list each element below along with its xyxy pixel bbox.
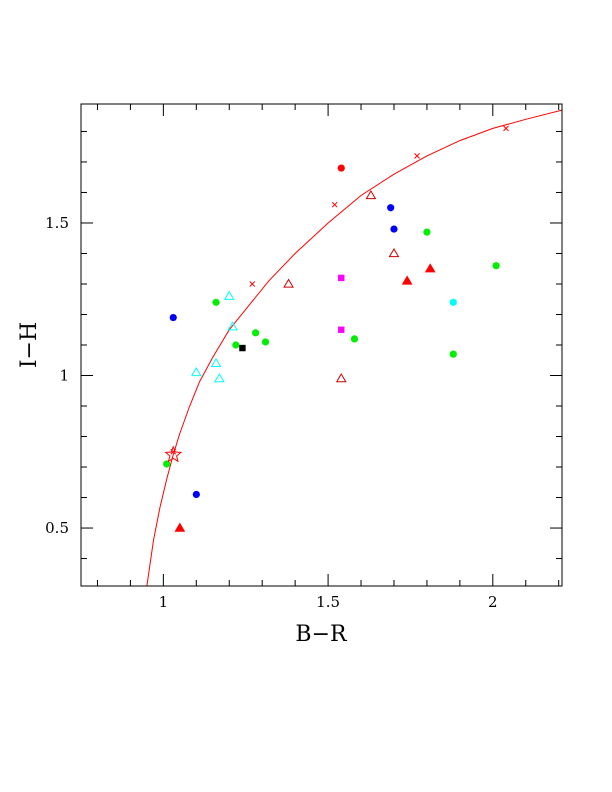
x-axis-label: B−R: [295, 622, 348, 647]
curve-cross-marker: [331, 201, 338, 208]
data-point-circle: [163, 460, 171, 468]
data-point-circle: [350, 335, 359, 343]
axis-ticks: 1 1.5 2 0.5 1 1.5: [45, 104, 562, 611]
data-point-circle: [169, 313, 177, 322]
data-point-circle: [449, 298, 457, 306]
data-point-square: [239, 344, 246, 352]
data-point-triangle-open: [213, 373, 225, 383]
data-point-circle: [337, 164, 345, 172]
x-tick-label: 1.5: [316, 593, 340, 611]
data-point-circle: [387, 204, 395, 212]
y-axis-label: I−H: [17, 322, 42, 368]
data-point-triangle-open: [283, 278, 294, 288]
curve-cross-marker: [249, 281, 256, 287]
curve-cross-marker: [414, 153, 420, 159]
data-point-triangle-open: [223, 290, 235, 300]
data-point-circle: [192, 490, 200, 499]
y-tick-label: 1.5: [45, 214, 69, 232]
plot-area: [146, 109, 562, 586]
data-point-circle: [252, 329, 260, 337]
y-tick-label: 0.5: [45, 519, 69, 537]
data-point-square: [338, 326, 345, 333]
x-tick-label: 1: [159, 593, 169, 611]
data-point-circle: [492, 262, 500, 270]
data-point-circle: [449, 350, 457, 358]
data-point-triangle-open: [388, 247, 400, 258]
data-point-circle: [423, 228, 431, 236]
data-point-triangle-open: [210, 357, 222, 367]
plot-frame: [80, 103, 563, 587]
data-point-square: [338, 274, 345, 282]
curve-cross-marker: [503, 125, 509, 132]
y-tick-label: 1: [59, 367, 69, 385]
x-tick-label: 2: [488, 593, 498, 611]
data-point-circle: [261, 338, 270, 346]
data-point-star: [164, 445, 183, 463]
data-point-triangle-open: [365, 190, 377, 200]
data-point-triangle-filled: [424, 263, 436, 273]
data-point-triangle-open: [227, 321, 238, 331]
fit-curve: [146, 109, 562, 586]
data-point-circle: [390, 225, 398, 233]
data-point-triangle-open: [335, 373, 347, 383]
data-point-triangle-filled: [174, 522, 186, 532]
data-point-triangle-filled: [401, 275, 413, 285]
data-point-triangle-open: [190, 366, 202, 377]
data-point-circle: [232, 341, 240, 349]
data-point-circle: [212, 298, 220, 306]
